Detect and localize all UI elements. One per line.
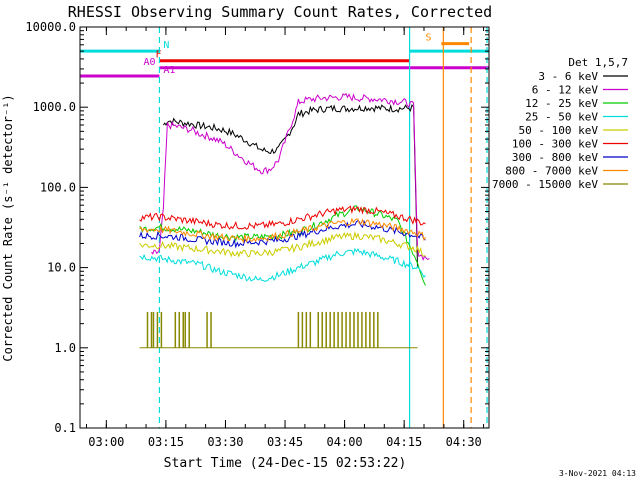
y-tick-label: 0.1 (54, 421, 76, 435)
y-axis: 0.1 1.0 10.0 100.0 1000.0 10000.0 (25, 20, 489, 435)
legend-entry-label: 12 - 25 keV (525, 97, 598, 110)
x-axis-label: Start Time (24-Dec-15 02:53:22) (164, 456, 407, 471)
x-tick-label: 03:45 (267, 435, 303, 449)
x-tick-label: 04:15 (386, 435, 422, 449)
series-line (139, 219, 426, 249)
series-line (151, 92, 430, 261)
series-line (139, 205, 426, 230)
x-tick-label: 03:15 (148, 435, 184, 449)
x-axis: 03:00 03:15 03:30 03:45 04:00 04:15 04:30 (85, 27, 485, 449)
legend-entry-label: 100 - 300 keV (512, 138, 598, 151)
y-tick-label: 10.0 (47, 261, 76, 275)
legend-entry-label: 3 - 6 keV (538, 70, 598, 83)
flag-label: F (155, 50, 161, 61)
legend-entry-label: 800 - 7000 keV (505, 165, 598, 178)
series-layer (139, 92, 430, 349)
x-tick-label: 03:00 (88, 435, 124, 449)
series-line (162, 103, 418, 268)
y-tick-label: 1000.0 (33, 100, 76, 114)
flag-label: S (425, 33, 431, 44)
footer-date: 3-Nov-2021 04:13 (559, 469, 636, 478)
legend-entry-label: 6 - 12 keV (532, 84, 599, 97)
y-tick-label: 100.0 (40, 180, 76, 194)
x-tick-label: 04:00 (327, 435, 363, 449)
legend-entry-label: 300 - 800 keV (512, 151, 598, 164)
legend-title: Det 1,5,7 (568, 56, 628, 69)
y-tick-label: 10000.0 (25, 20, 76, 34)
series-line (139, 230, 426, 258)
legend-entry-label: 25 - 50 keV (525, 111, 598, 124)
x-tick-label: 04:30 (446, 435, 482, 449)
legend-entry-label: 7000 - 15000 keV (492, 178, 598, 191)
x-tick-label: 03:30 (207, 435, 243, 449)
flag-label: A0 (144, 57, 156, 68)
series-line (139, 247, 426, 282)
flag-label: A1 (163, 65, 175, 76)
y-axis-label: Corrected Count Rate (s⁻¹ detector⁻¹) (1, 94, 15, 361)
plot-frame (79, 26, 490, 429)
legend-entry-label: 50 - 100 keV (519, 124, 599, 137)
y-tick-label: 1.0 (54, 341, 76, 355)
flag-label: N (163, 40, 169, 51)
series-line (139, 217, 426, 244)
chart-title: RHESSI Observing Summary Count Rates, Co… (68, 3, 492, 21)
series-line (139, 205, 426, 286)
vlines-layer (158, 27, 488, 428)
